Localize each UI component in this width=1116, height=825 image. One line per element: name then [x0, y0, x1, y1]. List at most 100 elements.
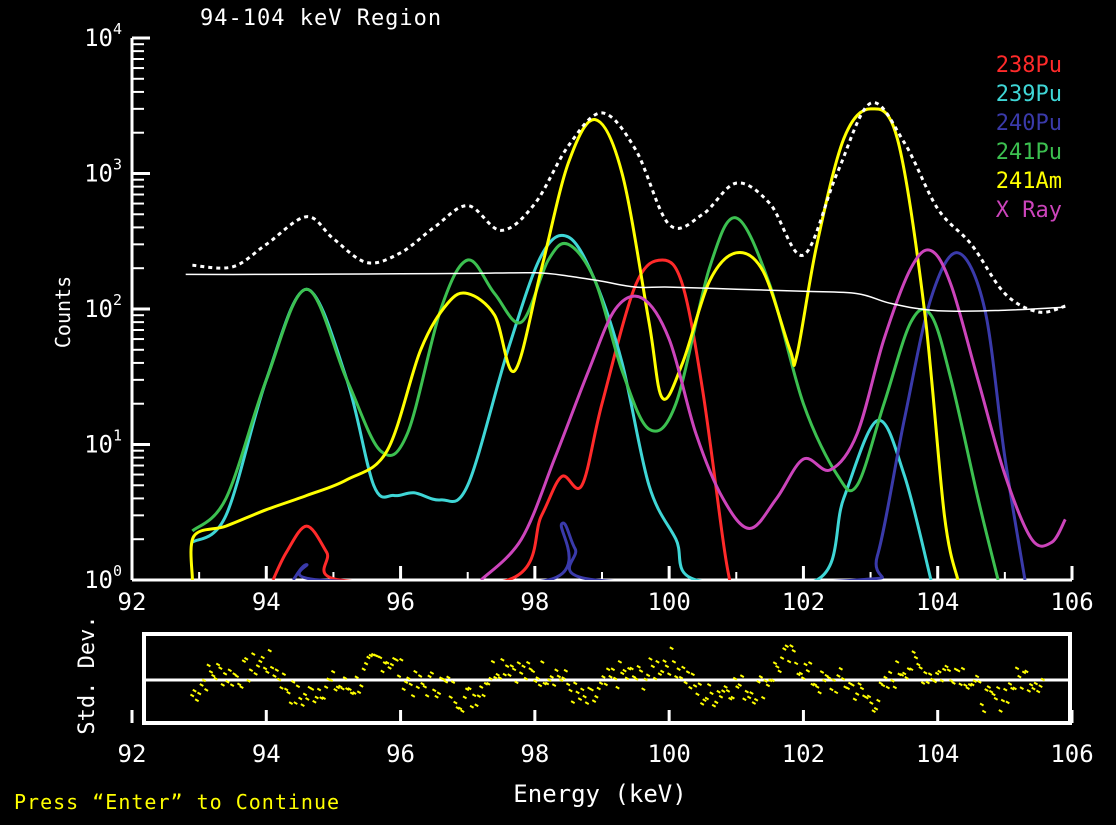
residual-point	[220, 683, 225, 687]
residual-point	[763, 679, 768, 683]
residual-point	[399, 657, 404, 662]
residual-point	[286, 690, 291, 695]
residual-point	[704, 696, 710, 701]
residual-point	[283, 687, 289, 692]
residual-point	[298, 696, 303, 701]
residual-point	[937, 669, 942, 674]
y-tick-label: 104	[84, 20, 122, 52]
residual-point	[993, 696, 999, 701]
residual-point	[493, 675, 498, 680]
residual-point	[760, 695, 766, 700]
residual-point	[547, 678, 552, 682]
residual-point	[721, 689, 726, 693]
residual-point	[570, 700, 576, 704]
legend-item-239pu: 239Pu	[996, 82, 1062, 107]
residual-point	[589, 687, 594, 692]
y-tick-label: 103	[84, 156, 122, 188]
residual-point	[885, 685, 891, 690]
residual-point	[934, 671, 940, 676]
residual-y-axis-label: Std. Dev.	[75, 615, 100, 734]
residual-point	[561, 676, 566, 680]
residual-point	[413, 669, 418, 674]
residual-x-tick-label: 102	[782, 740, 825, 768]
residual-point	[495, 672, 500, 677]
residual-point	[321, 696, 327, 701]
residual-point	[537, 683, 543, 688]
residual-point	[420, 681, 425, 686]
residual-point	[1028, 682, 1034, 687]
residual-point	[988, 689, 994, 694]
residual-point	[603, 682, 609, 687]
residual-point	[272, 674, 277, 678]
residual-x-tick-label: 96	[386, 740, 415, 768]
residual-point	[728, 696, 733, 701]
residual-point	[857, 682, 862, 686]
residual-point	[234, 674, 240, 678]
residual-point	[215, 662, 221, 667]
y-tick-exponent: 2	[113, 291, 122, 309]
residual-point	[967, 683, 973, 687]
residual-point	[798, 671, 804, 676]
residual-point	[544, 681, 550, 686]
residual-point	[753, 697, 759, 702]
residual-point	[904, 675, 909, 680]
residual-point	[619, 671, 625, 676]
x-tick-label: 98	[520, 588, 549, 616]
residual-point	[995, 685, 1001, 690]
residual-point	[617, 659, 623, 664]
series-line-241pu	[191, 216, 1000, 580]
residual-point	[796, 672, 801, 677]
residual-point	[601, 674, 606, 679]
residual-point	[387, 665, 392, 670]
residual-point	[876, 698, 881, 703]
residual-point	[765, 683, 771, 688]
residual-point	[542, 681, 547, 686]
residual-point	[772, 661, 778, 665]
residual-point	[514, 680, 519, 685]
residual-point	[568, 688, 573, 693]
residual-point	[345, 687, 350, 691]
residual-point	[815, 685, 820, 689]
x-tick-label: 92	[118, 588, 147, 616]
residual-point	[314, 695, 319, 700]
residual-point	[213, 676, 218, 681]
residual-point	[706, 683, 712, 687]
residual-point	[880, 683, 886, 688]
residual-point	[641, 687, 646, 692]
residual-point	[627, 666, 632, 671]
residual-point	[1026, 689, 1032, 693]
residual-point	[335, 685, 341, 690]
residual-point	[279, 686, 284, 690]
residual-point	[944, 664, 949, 669]
residual-point	[1035, 689, 1041, 694]
residual-point	[859, 686, 865, 691]
residual-x-tick-label: 100	[647, 740, 690, 768]
residual-point	[697, 682, 703, 687]
residual-point	[692, 684, 698, 688]
residual-point	[688, 685, 693, 690]
series-line-239pu	[191, 233, 933, 580]
residual-point	[476, 694, 482, 698]
residual-point	[800, 676, 806, 680]
residual-point	[817, 690, 822, 695]
residual-point	[1019, 686, 1024, 690]
residual-point	[469, 704, 475, 709]
residual-point	[833, 690, 839, 695]
x-tick-label: 104	[916, 588, 959, 616]
residual-point	[248, 668, 254, 672]
residual-point	[986, 685, 992, 689]
residual-point	[695, 692, 700, 697]
residual-point	[239, 685, 244, 689]
residual-point	[977, 680, 982, 684]
residual-point	[199, 683, 204, 687]
residual-point	[415, 685, 421, 690]
residual-point	[309, 687, 315, 691]
residual-point	[253, 671, 258, 676]
residual-point	[424, 693, 430, 698]
residual-point	[956, 668, 961, 673]
residual-point	[366, 655, 371, 660]
residual-point	[659, 669, 665, 674]
residual-point	[265, 670, 270, 675]
residual-point	[208, 669, 214, 674]
